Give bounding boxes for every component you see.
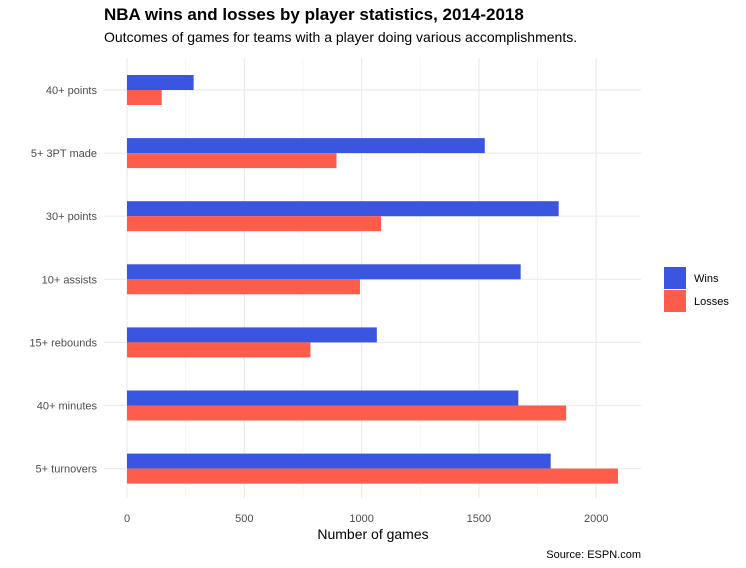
x-axis-label: Number of games (317, 526, 428, 542)
chart-subtitle: Outcomes of games for teams with a playe… (104, 29, 578, 45)
bar-wins-5-turnovers (127, 453, 551, 469)
bar-losses-5-turnovers (127, 468, 619, 484)
y-tick-label: 30+ points (46, 211, 98, 223)
legend-label-losses: Losses (694, 296, 729, 308)
x-tick-label: 2000 (584, 513, 608, 525)
bar-wins-40-points (127, 75, 194, 90)
y-tick-label: 40+ minutes (37, 401, 98, 413)
bar-losses-40-points (127, 90, 162, 105)
x-axis-ticks: 0 500 1000 1500 2000 (124, 513, 609, 525)
y-tick-label: 10+ assists (42, 274, 98, 286)
chart-caption: Source: ESPN.com (546, 549, 641, 561)
bars-layer (127, 75, 619, 484)
bar-losses-40-minutes (127, 405, 567, 421)
legend-swatch-wins (664, 267, 686, 289)
bar-losses-30-points (127, 216, 382, 232)
y-tick-label: 15+ rebounds (29, 337, 97, 349)
bar-wins-10-assists (127, 264, 521, 280)
y-tick-label: 40+ points (46, 85, 98, 97)
legend: Wins Losses (664, 267, 729, 312)
y-axis-ticks: 40+ points 5+ 3PT made 30+ points 10+ assis… (29, 85, 97, 476)
x-tick-label: 500 (235, 513, 253, 525)
legend-label-wins: Wins (694, 273, 719, 285)
x-tick-label: 0 (124, 513, 130, 525)
chart-title: NBA wins and losses by player statistics… (104, 5, 524, 24)
y-tick-label: 5+ turnovers (36, 464, 98, 476)
bar-wins-5-3pt-made (127, 138, 485, 154)
bar-wins-30-points (127, 201, 559, 217)
x-tick-label: 1500 (467, 513, 491, 525)
bar-wins-15-rebounds (127, 327, 377, 343)
bar-losses-5-3pt-made (127, 153, 337, 169)
bar-wins-40-minutes (127, 390, 519, 406)
legend-swatch-losses (664, 290, 686, 312)
x-tick-label: 1000 (349, 513, 373, 525)
bar-losses-15-rebounds (127, 342, 311, 358)
y-tick-label: 5+ 3PT made (31, 148, 97, 160)
bar-losses-10-assists (127, 279, 360, 295)
